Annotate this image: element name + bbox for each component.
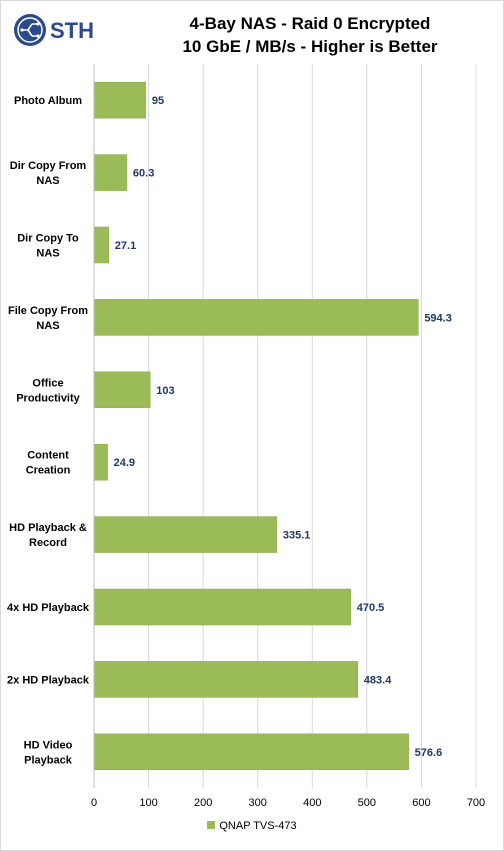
bar — [93, 661, 359, 698]
category-label-line: Playback — [24, 754, 73, 766]
bar — [93, 81, 147, 119]
category-label: Dir Copy From NAS — [10, 160, 87, 187]
category-label-line: Dir Copy From — [10, 160, 87, 172]
data-label: 576.6 — [415, 747, 443, 759]
sth-logo: STH — [14, 14, 94, 46]
category-label-line: NAS — [36, 248, 59, 260]
data-label: 103 — [156, 385, 174, 397]
data-label: 470.5 — [357, 602, 385, 614]
x-tick-label: 0 — [91, 797, 97, 809]
x-tick-label: 300 — [249, 797, 267, 809]
legend: QNAP TVS-473 — [0, 820, 504, 832]
x-tick-label: 400 — [303, 797, 321, 809]
category-label: HD Video Playback — [24, 739, 73, 766]
data-label: 594.3 — [424, 312, 452, 324]
category-label: Dir Copy To NAS — [17, 233, 79, 260]
chart-title-line-1: 4-Bay NAS - Raid 0 Encrypted — [189, 14, 431, 33]
bar — [93, 733, 409, 771]
category-label: 4x HD Playback — [7, 602, 90, 614]
category-label: Office Productivity — [16, 377, 80, 404]
category-label: File Copy From NAS — [8, 305, 88, 332]
category-label-line: 2x HD Playback — [7, 674, 90, 686]
category-label-line: Record — [29, 537, 67, 549]
data-label: 95 — [152, 95, 164, 107]
x-tick-label: 700 — [467, 797, 485, 809]
legend-swatch — [207, 821, 216, 830]
bar — [93, 588, 352, 626]
category-label-line: Photo Album — [14, 95, 82, 107]
data-label: 483.4 — [364, 674, 392, 686]
category-label-line: 4x HD Playback — [7, 602, 90, 614]
category-label: HD Playback & Record — [9, 522, 87, 549]
x-tick-label: 500 — [358, 797, 376, 809]
category-label-line: Dir Copy To — [17, 233, 79, 245]
category-label-line: HD Playback & — [9, 522, 87, 534]
x-tick-label: 600 — [412, 797, 430, 809]
category-label: 2x HD Playback — [7, 674, 90, 686]
x-tick-label: 100 — [139, 797, 157, 809]
category-label-line: File Copy From — [8, 305, 88, 317]
chart-title-line-2: 10 GbE / MB/s - Higher is Better — [182, 37, 438, 56]
bar — [93, 154, 128, 191]
category-label-line: NAS — [36, 320, 59, 332]
category-label-line: Creation — [26, 465, 71, 477]
bar — [93, 443, 108, 481]
category-label: Content Creation — [26, 450, 71, 477]
data-label: 24.9 — [114, 457, 135, 469]
bar — [93, 299, 419, 336]
data-label: 335.1 — [283, 530, 311, 542]
logo-text: STH — [50, 18, 94, 43]
x-tick-label: 200 — [194, 797, 212, 809]
legend-label: QNAP TVS-473 — [219, 820, 297, 832]
sth-gear-logo-icon — [14, 14, 46, 46]
bar — [93, 226, 110, 264]
chart-title: 4-Bay NAS - Raid 0 Encrypted 10 GbE / MB… — [120, 12, 500, 58]
data-label: 60.3 — [133, 168, 154, 180]
bar — [93, 371, 151, 409]
category-label-line: Content — [27, 450, 69, 462]
category-label-line: HD Video — [24, 739, 73, 751]
category-label-line: Office — [32, 377, 63, 389]
data-label: 27.1 — [115, 240, 136, 252]
bar — [93, 516, 278, 553]
category-label-line: NAS — [36, 175, 59, 187]
category-label: Photo Album — [14, 95, 82, 107]
category-label-line: Productivity — [16, 392, 80, 404]
